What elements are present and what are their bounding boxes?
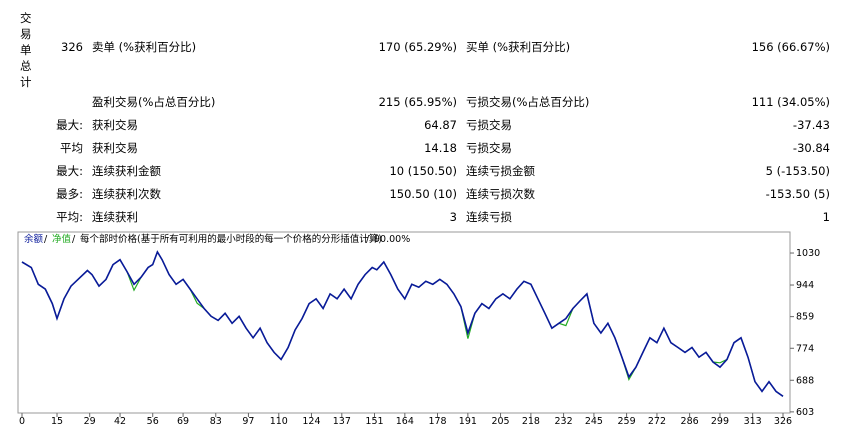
cell-value2: 111 (34.05%)	[751, 95, 830, 109]
legend-note: 每个部时价格(基于所有可利用的最小时段的每一个价格的分形插值计算)	[80, 233, 382, 245]
cell-value: 170 (65.29%)	[378, 40, 457, 54]
y-tick-label: 859	[796, 312, 814, 323]
cell-label: 平均	[60, 141, 83, 155]
y-tick-label: 1030	[796, 248, 820, 259]
x-tick-label: 191	[459, 416, 477, 427]
cell-name: 卖单 (%获利百分比)	[92, 40, 197, 54]
cell-value: 150.50 (10)	[389, 187, 457, 201]
x-tick-label: 218	[522, 416, 540, 427]
x-tick-label: 0	[19, 416, 25, 427]
x-tick-label: 83	[210, 416, 222, 427]
cell-value2: 5 (-153.50)	[765, 164, 830, 178]
cell-name: 连续获利次数	[92, 187, 161, 201]
cell-name2: 亏损交易	[466, 118, 512, 132]
cell-name2: 亏损交易(%占总百分比)	[466, 95, 590, 109]
x-tick-label: 164	[396, 416, 414, 427]
cell-name2: 连续亏损金额	[466, 164, 535, 178]
side-title: 交易单总计	[20, 11, 32, 89]
x-tick-label: 272	[648, 416, 666, 427]
x-tick-label: 56	[147, 416, 159, 427]
cell-value2: -37.43	[792, 118, 830, 132]
x-tick-label: 205	[491, 416, 509, 427]
cell-value2: -30.84	[792, 141, 830, 155]
y-tick-label: 688	[796, 375, 814, 386]
legend-sep: /	[44, 234, 48, 245]
cell-value2: 156 (66.67%)	[751, 40, 830, 54]
cell-name2: 买单 (%获利百分比)	[466, 40, 571, 54]
x-tick-label: 15	[51, 416, 63, 427]
cell-label: 最大:	[56, 164, 83, 178]
x-tick-label: 69	[177, 416, 189, 427]
cell-name: 盈利交易(%占总百分比)	[92, 95, 216, 109]
legend-sep: /	[72, 234, 76, 245]
cell-value: 215 (65.95%)	[378, 95, 457, 109]
cell-name: 获利交易	[92, 118, 138, 132]
legend-quality: 90.00%	[374, 234, 410, 245]
cell-value: 3	[449, 210, 457, 224]
y-tick-label: 603	[796, 407, 814, 418]
x-tick-label: 151	[365, 416, 383, 427]
x-tick-label: 137	[333, 416, 351, 427]
cell-value2: 1	[822, 210, 830, 224]
x-tick-label: 97	[242, 416, 254, 427]
cell-value: 14.18	[424, 141, 457, 155]
cell-name: 获利交易	[92, 141, 138, 155]
cell-value: 10 (150.50)	[389, 164, 457, 178]
x-tick-label: 42	[114, 416, 126, 427]
x-tick-label: 110	[270, 416, 288, 427]
cell-name: 连续获利	[92, 210, 138, 224]
cell-name2: 连续亏损	[466, 210, 512, 224]
cell-label: 326	[61, 40, 83, 54]
x-tick-label: 286	[681, 416, 699, 427]
y-tick-label: 774	[796, 343, 814, 354]
y-tick-label: 944	[796, 280, 814, 291]
series-line	[21, 250, 784, 397]
cell-name: 连续获利金额	[92, 164, 161, 178]
cell-label: 平均:	[56, 210, 83, 224]
series-line	[21, 250, 784, 397]
x-tick-label: 245	[585, 416, 603, 427]
x-tick-label: 326	[774, 416, 792, 427]
x-tick-label: 313	[744, 416, 762, 427]
cell-name2: 亏损交易	[466, 141, 512, 155]
x-tick-label: 299	[711, 416, 729, 427]
x-tick-label: 232	[554, 416, 572, 427]
legend-sep: /	[366, 234, 370, 245]
cell-label: 最多:	[56, 187, 83, 201]
legend-equity: 净值	[52, 233, 72, 245]
plot-frame	[17, 231, 791, 414]
x-tick-label: 178	[428, 416, 446, 427]
cell-name2: 连续亏损次数	[466, 187, 535, 201]
cell-value: 64.87	[424, 118, 457, 132]
legend-balance: 余额	[24, 233, 44, 245]
x-tick-label: 259	[618, 416, 636, 427]
cell-label: 最大:	[56, 118, 83, 132]
cell-value2: -153.50 (5)	[765, 187, 830, 201]
x-tick-label: 29	[84, 416, 96, 427]
x-tick-label: 124	[302, 416, 320, 427]
